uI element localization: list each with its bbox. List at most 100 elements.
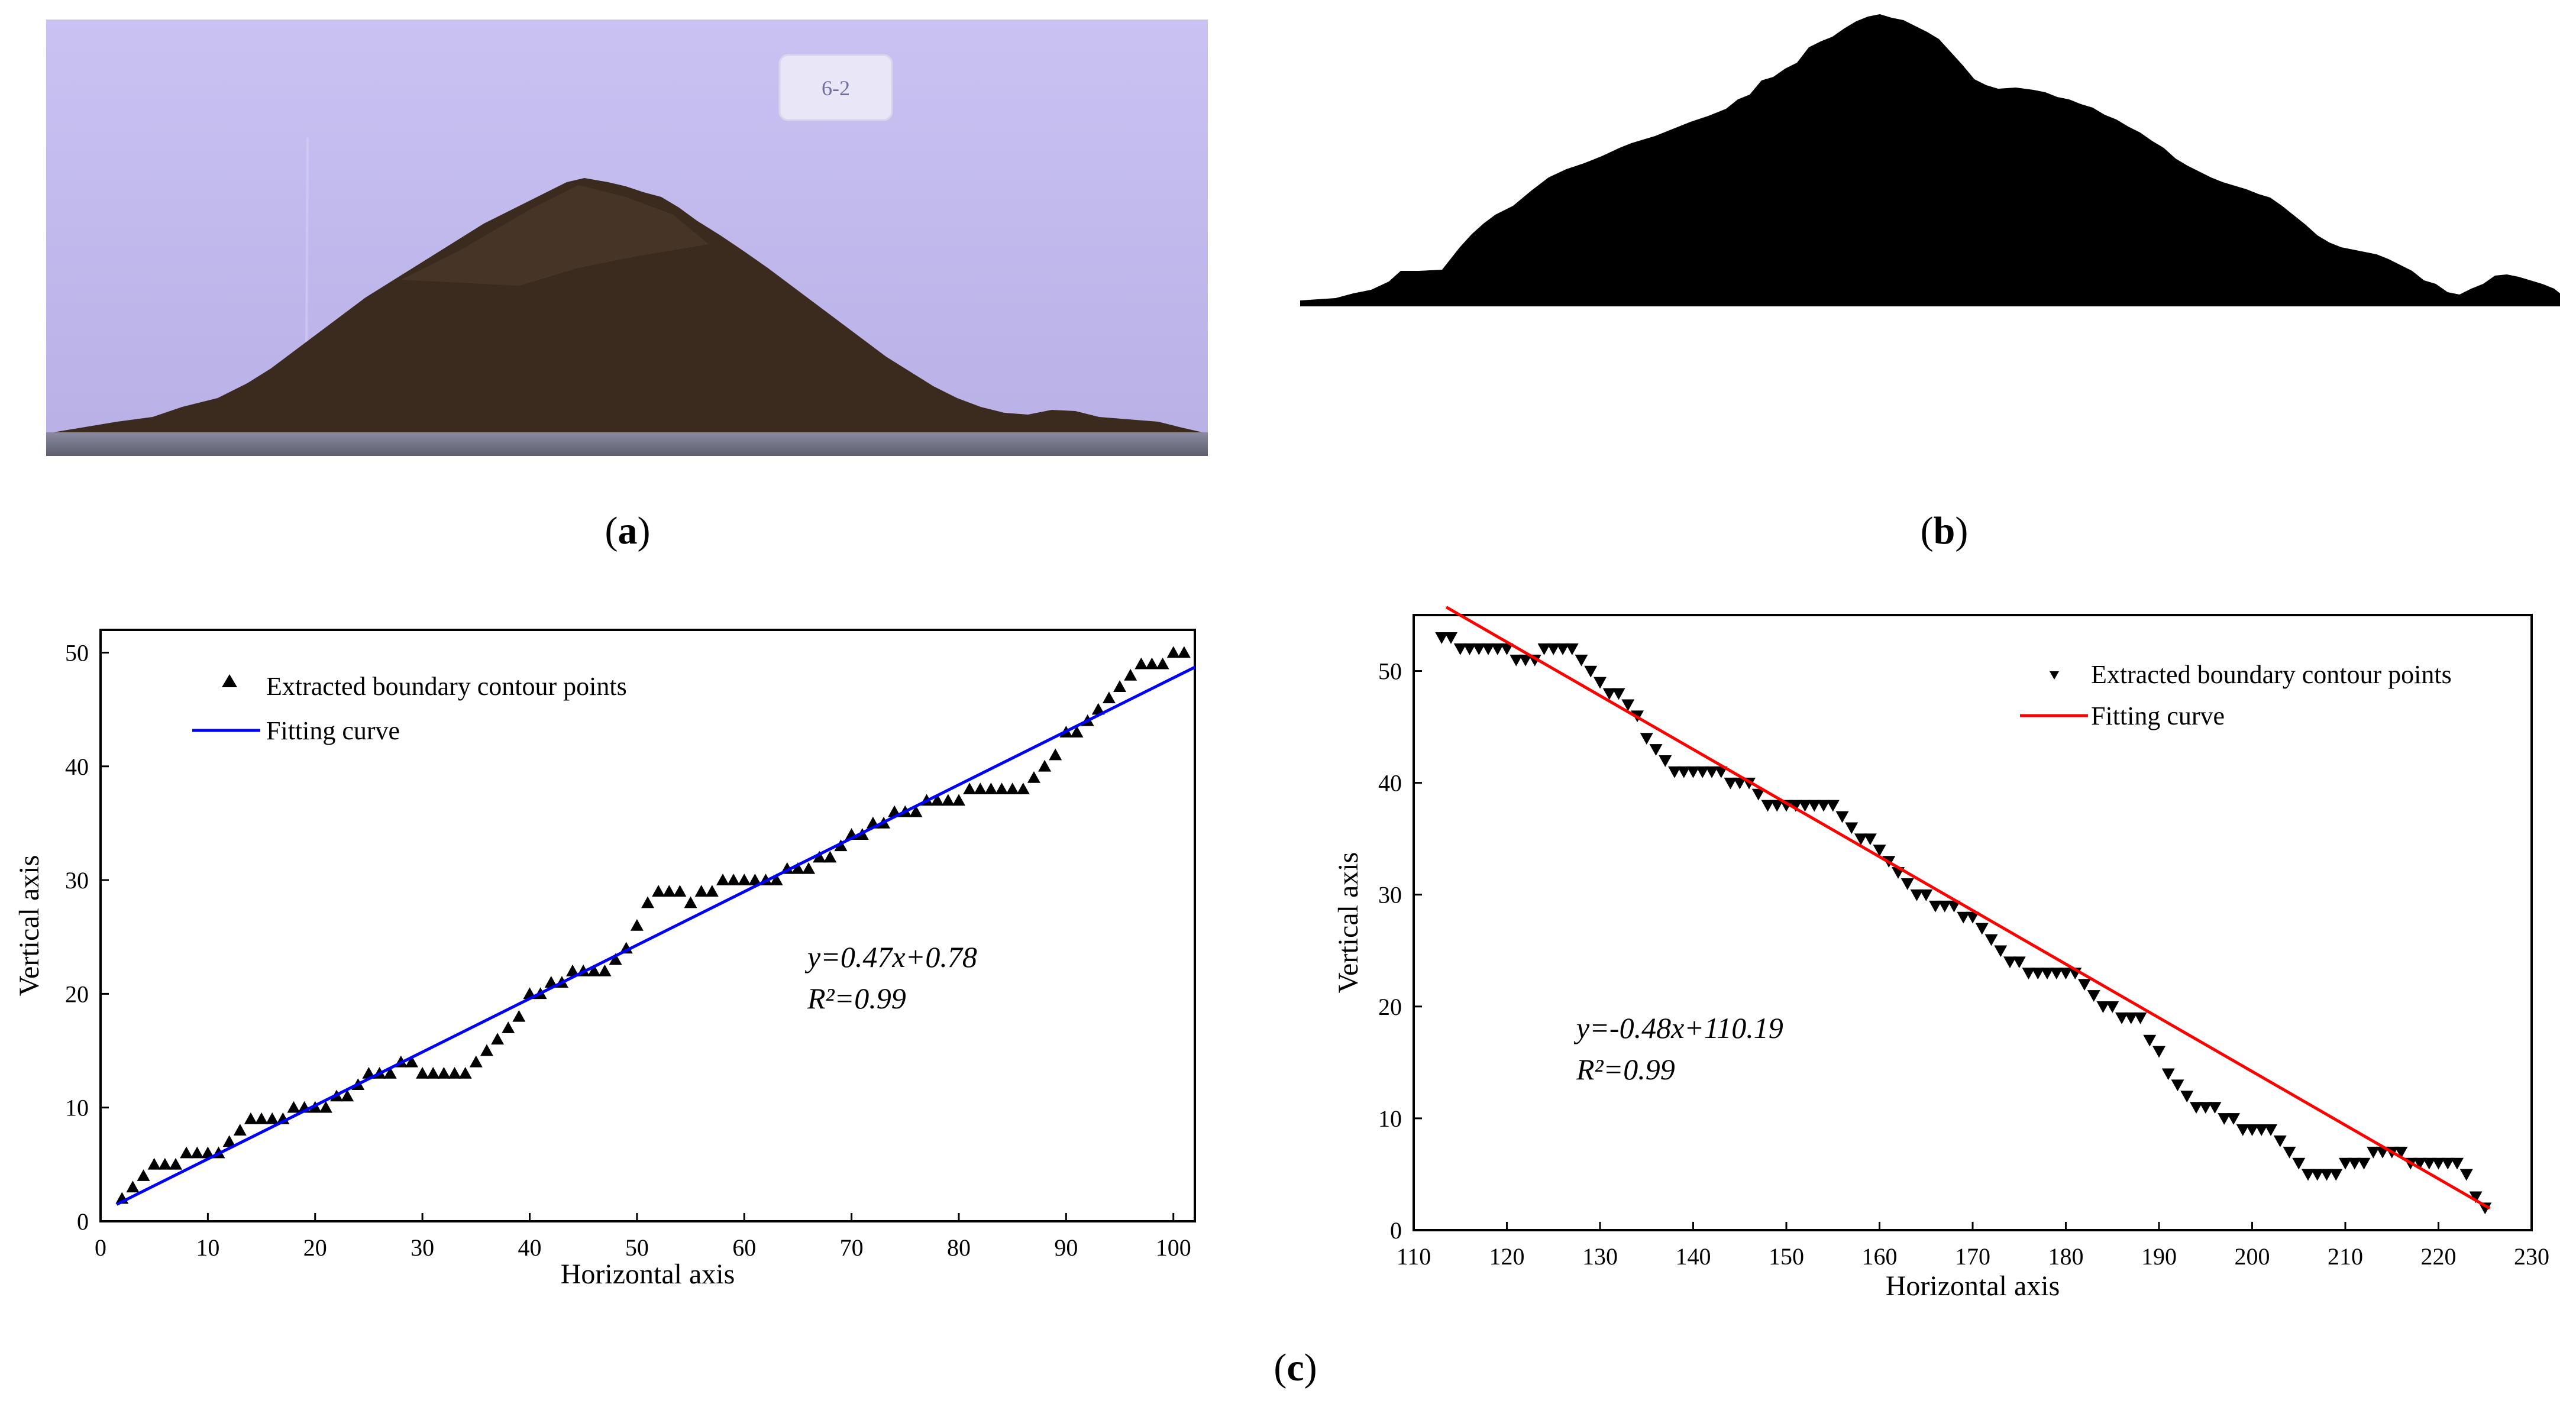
data-point (1444, 632, 1457, 644)
y-axis-label: Vertical axis (14, 855, 45, 997)
data-point (662, 885, 676, 897)
x-tick-label: 110 (1397, 1243, 1431, 1270)
y-tick-label: 40 (65, 753, 89, 780)
data-point (1113, 680, 1127, 692)
data-point (1938, 900, 1951, 913)
data-point (1984, 934, 1998, 946)
x-tick-label: 170 (1955, 1243, 1990, 1270)
data-point (1556, 643, 1569, 655)
y-tick-label: 30 (1378, 882, 1402, 908)
data-point (1826, 800, 1840, 812)
data-point (341, 1089, 354, 1102)
data-point (1789, 800, 1802, 812)
data-point (2264, 1124, 2277, 1136)
data-point (1677, 766, 1691, 778)
data-point (2459, 1169, 2473, 1181)
data-point (1602, 688, 1616, 700)
legend: Extracted boundary contour points Fittin… (2020, 660, 2452, 730)
caption-c: (c) (1274, 1346, 1317, 1389)
data-point (2367, 1146, 2380, 1159)
data-point (2115, 1012, 2128, 1024)
data-point (1124, 668, 1137, 681)
data-point (2273, 1135, 2287, 1147)
label-card-text: 6-2 (822, 76, 850, 100)
binary-silhouette (1300, 11, 2560, 312)
data-point (1500, 643, 1514, 655)
data-point (158, 1157, 172, 1170)
data-point (770, 874, 783, 885)
data-point (652, 885, 665, 897)
binary-silhouette-drawing (1300, 14, 2560, 306)
chart-right: 110 120 130 140 150 160 170 180 190 200 210 220 230 0… (1313, 597, 2573, 1313)
data-point (1491, 643, 1504, 655)
data-point (2041, 968, 2054, 980)
label-card: 6-2 (778, 54, 893, 121)
caption-a: (a) (605, 509, 651, 552)
data-point (2171, 1079, 2184, 1092)
fit-equation: y=0.47x+0.78 (804, 940, 977, 973)
data-point (169, 1157, 182, 1170)
x-tick-label: 140 (1676, 1243, 1711, 1270)
data-point (941, 794, 955, 806)
data-point (1835, 811, 1849, 823)
data-point (2003, 956, 2016, 969)
data-point (1612, 688, 1625, 700)
x-axis-label: Horizontal axis (561, 1259, 735, 1290)
data-point (2134, 1012, 2147, 1024)
data-point (974, 782, 987, 795)
data-point (1038, 759, 1052, 772)
data-point (952, 794, 965, 806)
data-point (1733, 777, 1747, 790)
data-point (1519, 654, 1532, 667)
photo-scratch-line (305, 137, 309, 351)
x-tick-label: 100 (1156, 1234, 1191, 1261)
x-tick-label: 220 (2421, 1243, 2457, 1270)
data-point (201, 1146, 215, 1159)
fit-r2: R²=0.99 (807, 982, 906, 1015)
data-point (491, 1033, 505, 1045)
data-point (1975, 923, 1989, 935)
data-point (2310, 1169, 2324, 1181)
fit-equation: y=-0.48x+110.19 (1573, 1011, 1783, 1044)
data-point (1817, 800, 1830, 812)
data-point (1156, 657, 1169, 669)
caption-a-letter: a (618, 509, 638, 552)
legend-marker (222, 674, 237, 687)
data-point (1091, 703, 1105, 715)
data-point (823, 850, 837, 863)
data-point (2413, 1157, 2426, 1170)
data-point (598, 964, 612, 976)
data-point (469, 1055, 483, 1068)
x-tick-label: 130 (1582, 1243, 1618, 1270)
x-tick-label: 190 (2141, 1243, 2177, 1270)
data-point (2357, 1157, 2371, 1170)
data-point (566, 964, 580, 976)
data-point (2218, 1113, 2231, 1125)
data-point (1929, 900, 1942, 913)
data-point (1808, 800, 1821, 812)
x-tick-label: 70 (840, 1234, 864, 1261)
data-point (1547, 643, 1560, 655)
data-point (995, 782, 1009, 795)
data-point (1966, 911, 1979, 924)
x-tick-label: 160 (1862, 1243, 1898, 1270)
data-point (1910, 889, 1924, 901)
y-tick-label: 30 (65, 867, 89, 894)
data-point (2096, 1001, 2110, 1013)
data-point (609, 953, 622, 965)
data-point (738, 874, 751, 885)
soil-heap (46, 178, 1208, 456)
data-point (2031, 968, 2045, 980)
legend-points-label: Extracted boundary contour points (266, 672, 627, 701)
data-point (1901, 878, 1914, 890)
data-point (727, 874, 741, 885)
y-axis-label: Vertical axis (1333, 852, 1364, 994)
data-point (1482, 643, 1495, 655)
axis-ticks: 0 10 20 30 40 50 60 70 80 90 100 0 10 20 30 40 50 (65, 639, 1191, 1261)
heap-silhouette (1300, 14, 2560, 306)
data-point (1070, 726, 1084, 738)
x-axis-label: Horizontal axis (1886, 1270, 2060, 1302)
data-point (1594, 677, 1607, 689)
data-point (1102, 691, 1116, 704)
data-point (1845, 822, 1859, 835)
